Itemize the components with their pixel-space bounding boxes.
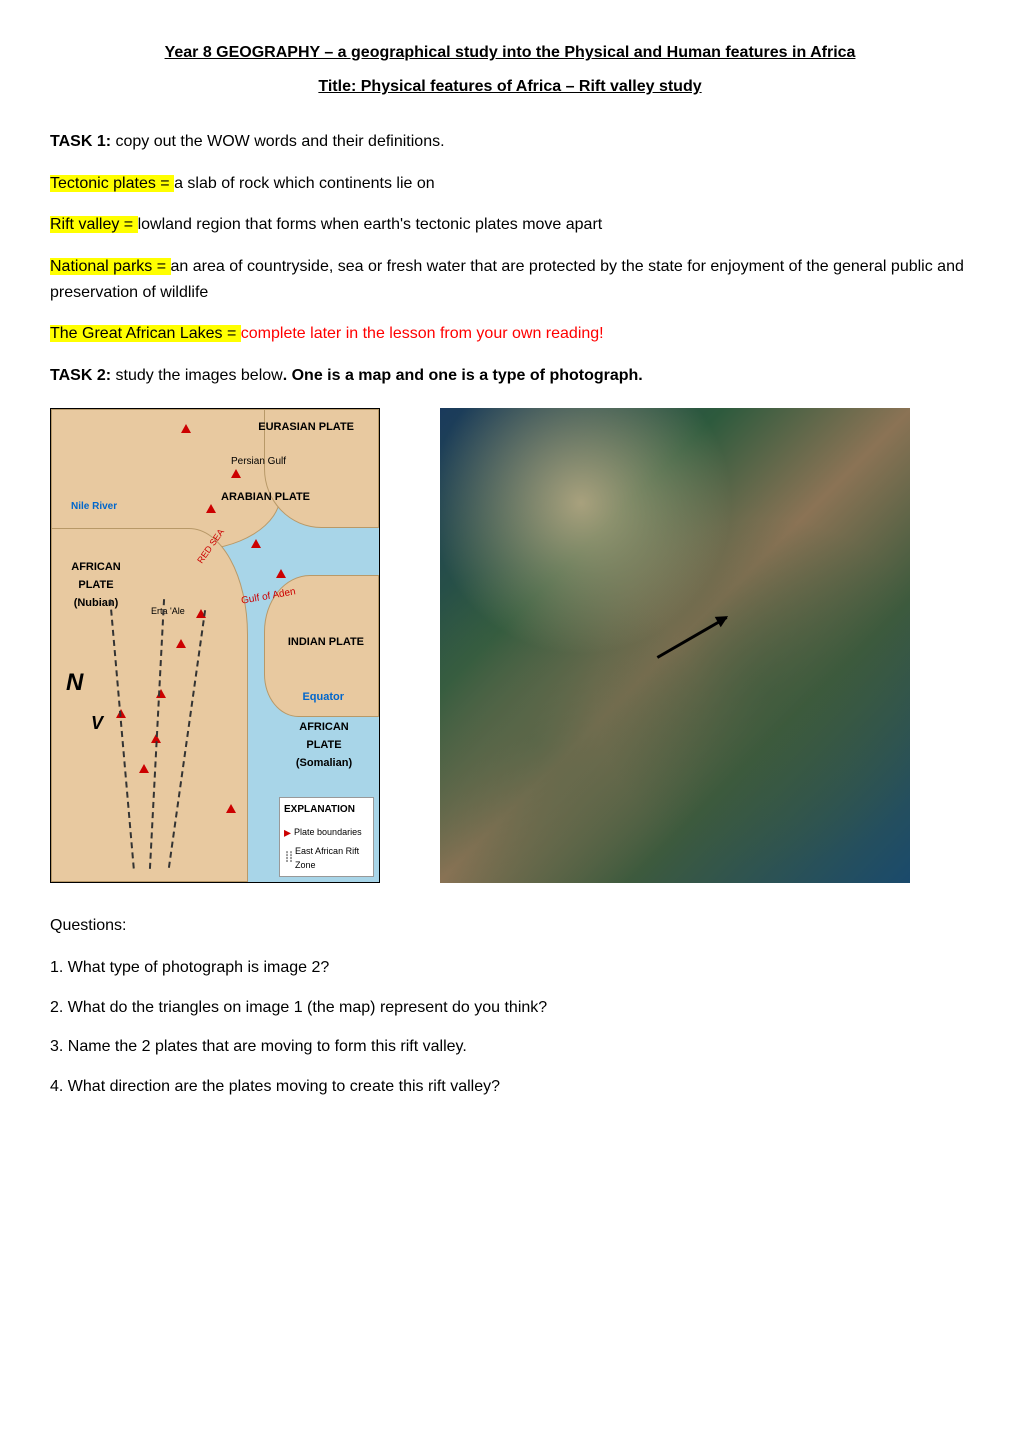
legend-plate-text: Plate boundaries — [294, 825, 362, 839]
def-tectonic: Tectonic plates = a slab of rock which c… — [50, 171, 970, 197]
map-arabian-label: ARABIAN PLATE — [221, 489, 310, 507]
volcano-triangle-icon — [206, 504, 216, 513]
def-rift-term: Rift valley = — [50, 216, 138, 233]
question-3: 3. Name the 2 plates that are moving to … — [50, 1034, 970, 1060]
task2-dot: . One is a map and one is a type of phot… — [283, 367, 643, 384]
map-equator-label: Equator — [302, 689, 344, 707]
def-tectonic-text: a slab of rock which continents lie on — [174, 175, 435, 192]
legend-title: EXPLANATION — [284, 802, 369, 818]
satellite-image — [440, 408, 910, 883]
main-heading: Year 8 GEOGRAPHY – a geographical study … — [50, 40, 970, 66]
volcano-triangle-icon — [231, 469, 241, 478]
def-lakes-term: The Great African Lakes = — [50, 325, 241, 342]
def-rift: Rift valley = lowland region that forms … — [50, 212, 970, 238]
volcano-triangle-icon — [176, 639, 186, 648]
question-2: 2. What do the triangles on image 1 (the… — [50, 995, 970, 1021]
volcano-triangle-icon — [181, 424, 191, 433]
map-african-somalian-label: AFRICAN PLATE (Somalian) — [284, 719, 364, 772]
map-nile-label: Nile River — [71, 499, 117, 515]
def-parks-term: National parks = — [50, 258, 171, 275]
question-1: 1. What type of photograph is image 2? — [50, 955, 970, 981]
volcano-triangle-icon — [139, 764, 149, 773]
north-arrow-icon: N — [66, 664, 83, 702]
images-row: EURASIAN PLATE Persian Gulf ARABIAN PLAT… — [50, 408, 970, 883]
volcano-triangle-icon — [276, 569, 286, 578]
map-erta-label: Erta 'Ale — [151, 604, 185, 618]
map-image: EURASIAN PLATE Persian Gulf ARABIAN PLAT… — [50, 408, 380, 883]
map-indian-label: INDIAN PLATE — [288, 634, 364, 652]
map-african-nubian-label: AFRICAN PLATE (Nubian) — [56, 559, 136, 612]
volcano-triangle-icon — [226, 804, 236, 813]
map-eurasian-label: EURASIAN PLATE — [258, 419, 354, 437]
questions-heading: Questions: — [50, 913, 970, 939]
def-rift-text: lowland region that forms when earth's t… — [138, 216, 603, 233]
volcano-triangle-icon — [251, 539, 261, 548]
legend-rift-icon: ┊┊ — [284, 850, 292, 866]
task1-text: copy out the WOW words and their definit… — [111, 133, 444, 150]
legend-rift-text: East African Rift Zone — [295, 844, 369, 873]
task2-label: TASK 2: — [50, 367, 111, 384]
task1-line: TASK 1: copy out the WOW words and their… — [50, 129, 970, 155]
def-tectonic-term: Tectonic plates = — [50, 175, 174, 192]
task1-label: TASK 1: — [50, 133, 111, 150]
map-persian-label: Persian Gulf — [231, 454, 286, 470]
sub-heading: Title: Physical features of Africa – Rif… — [50, 74, 970, 100]
def-lakes-text: complete later in the lesson from your o… — [241, 325, 604, 342]
v-label: V — [91, 709, 103, 738]
legend-plate-icon: ▸ — [284, 821, 291, 843]
task2-text1: study the images below — [111, 367, 283, 384]
def-parks-text: an area of countryside, sea or fresh wat… — [50, 258, 964, 301]
def-lakes: The Great African Lakes = complete later… — [50, 321, 970, 347]
def-parks: National parks = an area of countryside,… — [50, 254, 970, 305]
question-4: 4. What direction are the plates moving … — [50, 1074, 970, 1100]
task2-line: TASK 2: study the images below. One is a… — [50, 363, 970, 389]
map-legend: EXPLANATION ▸ Plate boundaries ┊┊ East A… — [279, 797, 374, 877]
